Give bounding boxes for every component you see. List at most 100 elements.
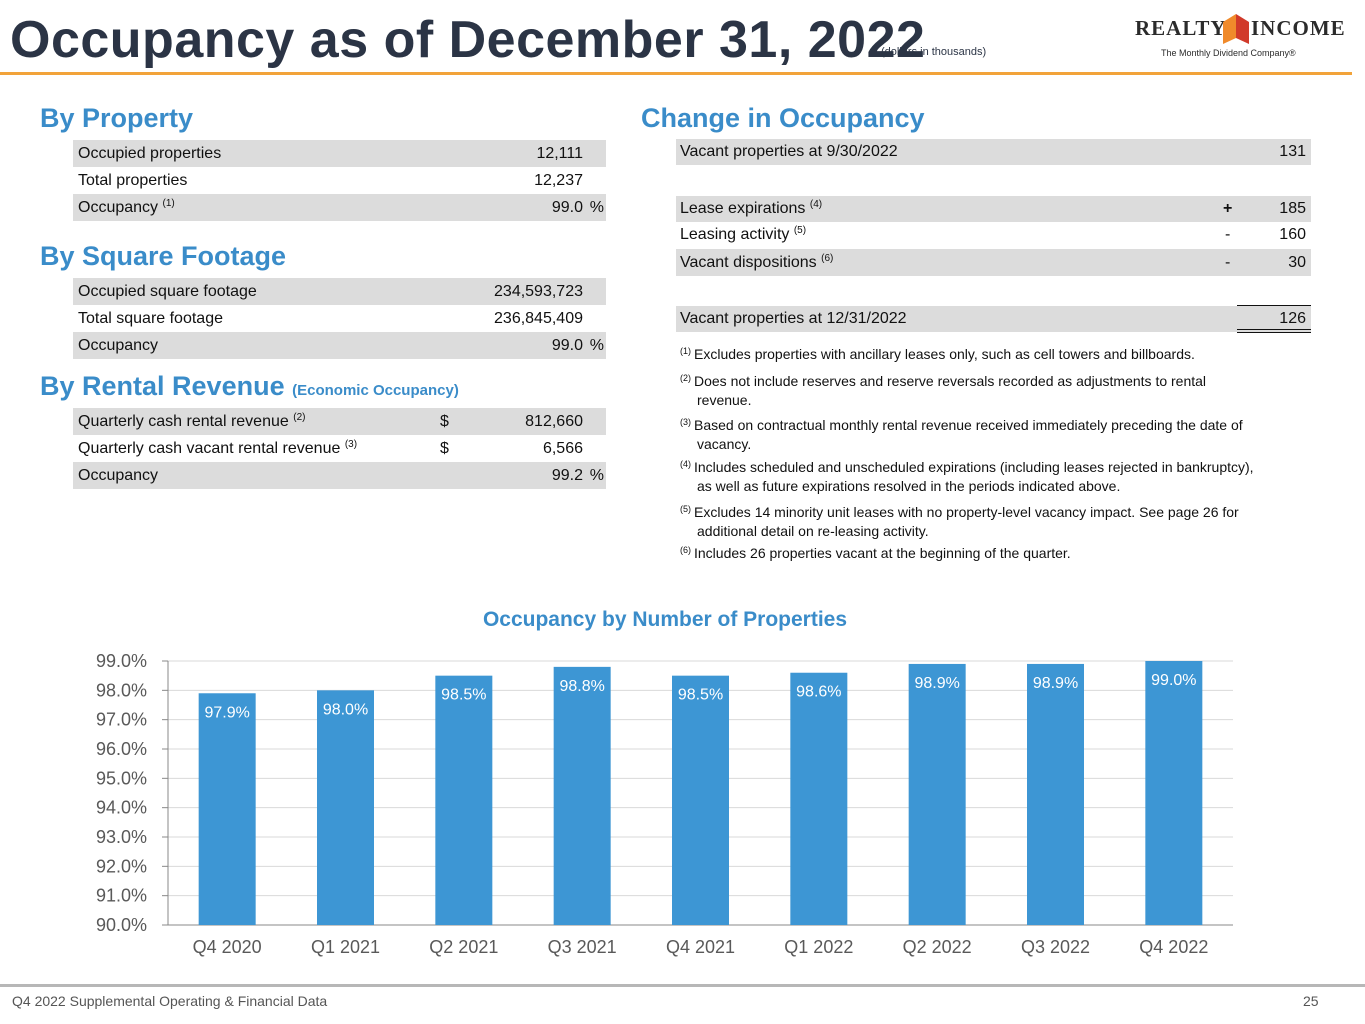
- row-sign: -: [1225, 254, 1231, 271]
- row-label: Occupancy: [78, 337, 159, 354]
- row-value: 12,237: [534, 172, 583, 189]
- bar-data-label: 98.8%: [559, 678, 604, 695]
- table-row: Leasing activity (5) - 160: [676, 222, 1311, 248]
- bar: [553, 666, 611, 925]
- footer-report-name: Q4 2022 Supplemental Operating & Financi…: [12, 993, 328, 1009]
- row-label: Quarterly cash vacant rental revenue (3): [78, 439, 358, 457]
- row-value: 234,593,723: [494, 283, 583, 300]
- y-tick-label: 96.0%: [96, 739, 147, 759]
- bar-data-label: 98.6%: [796, 684, 841, 701]
- footnote-1: (1) Excludes properties with ancillary le…: [680, 346, 1195, 362]
- x-tick-label: Q4 2020: [193, 937, 262, 957]
- footnote-4: (4) Includes scheduled and unscheduled ex…: [680, 459, 1254, 494]
- y-tick-label: 90.0%: [96, 915, 147, 935]
- total-double-rule-1: [1237, 329, 1311, 330]
- row-label: Vacant dispositions (6): [680, 253, 834, 271]
- footnote-ref: (5): [793, 225, 807, 236]
- logo-text-left: REALTY: [1135, 16, 1227, 40]
- row-value: 99.2: [551, 467, 583, 484]
- y-tick-label: 97.0%: [96, 710, 147, 730]
- bar-data-label: 98.9%: [914, 675, 959, 692]
- change-in-occupancy-heading: Change in Occupancy: [641, 103, 925, 133]
- y-tick-label: 94.0%: [96, 798, 147, 818]
- logo-house-icon: [1223, 14, 1249, 44]
- row-label: Total square footage: [78, 310, 223, 327]
- occupancy-bar-chart: 90.0% 91.0% 92.0% 93.0% 94.0% 95.0% 96.0% 97.0%…: [96, 651, 1233, 957]
- bar: [790, 672, 848, 925]
- logo-text-right: INCOME: [1251, 16, 1346, 40]
- row-value: 99.0: [551, 337, 583, 354]
- row-label: Occupied properties: [78, 145, 222, 162]
- company-logo: REALTY INCOME The Monthly Dividend Compa…: [1135, 14, 1345, 62]
- x-tick-label: Q4 2022: [1139, 937, 1208, 957]
- row-sign: +: [1223, 200, 1233, 217]
- row-value: 812,660: [525, 413, 583, 430]
- table-row: Vacant properties at 9/30/2022 131: [676, 139, 1311, 165]
- table-row: Occupancy 99.0 %: [73, 332, 606, 359]
- x-tick-label: Q3 2022: [1021, 937, 1090, 957]
- total-double-rule-2: [1237, 332, 1311, 333]
- bar-data-label: 98.9%: [1033, 675, 1078, 692]
- table-row: Vacant properties at 12/31/2022 126: [676, 306, 1311, 332]
- bar: [435, 675, 493, 925]
- x-tick-label: Q4 2021: [666, 937, 735, 957]
- row-label: Vacant properties at 12/31/2022: [680, 310, 907, 327]
- y-tick-label: 93.0%: [96, 827, 147, 847]
- bar: [908, 663, 966, 925]
- row-label: Quarterly cash rental revenue (2): [78, 412, 306, 430]
- footnote-ref: (6): [821, 253, 834, 264]
- table-row: Vacant dispositions (6) - 30: [676, 249, 1311, 276]
- footnote-ref: (4): [809, 199, 823, 210]
- by-rental-revenue-heading: By Rental Revenue (Economic Occupancy): [40, 371, 459, 402]
- row-value: 30: [1288, 254, 1306, 271]
- row-unit: %: [589, 337, 604, 354]
- footer-divider: [0, 984, 1365, 987]
- bar-data-label: 98.5%: [441, 687, 486, 704]
- table-row: Occupancy 99.2 %: [73, 462, 606, 489]
- bar: [1145, 661, 1203, 925]
- row-value: 99.0: [551, 199, 583, 216]
- table-row: Occupied square footage 234,593,723: [73, 278, 606, 305]
- footnote-ref: (3): [344, 439, 358, 450]
- row-label: Leasing activity (5): [680, 225, 807, 243]
- table-row: Occupancy (1) 99.0 %: [73, 194, 606, 221]
- footnote-ref: (1): [162, 198, 175, 209]
- y-tick-label: 95.0%: [96, 768, 147, 788]
- by-square-footage-table: Occupied square footage 234,593,723 Tota…: [73, 278, 606, 359]
- row-currency: $: [440, 440, 449, 457]
- by-rental-revenue-table: Quarterly cash rental revenue (2) $ 812,…: [73, 408, 606, 489]
- footnote-ref: (2): [293, 412, 306, 423]
- bar: [317, 690, 374, 925]
- page-subtitle: (dollars in thousands): [881, 46, 987, 58]
- row-value: 131: [1279, 143, 1306, 160]
- row-unit: %: [589, 467, 604, 484]
- row-value: 126: [1279, 310, 1306, 327]
- footnote-2: (2) Does not include reserves and reserve…: [680, 373, 1207, 408]
- row-label: Occupancy: [78, 467, 159, 484]
- by-property-table: Occupied properties 12,111 Total propert…: [73, 140, 606, 221]
- total-top-rule: [1237, 305, 1311, 306]
- row-label: Lease expirations (4): [680, 199, 823, 217]
- page-title: Occupancy as of December 31, 2022: [10, 11, 926, 69]
- bar: [1027, 663, 1084, 925]
- bar-data-label: 97.9%: [204, 704, 249, 721]
- y-tick-label: 98.0%: [96, 680, 147, 700]
- x-tick-label: Q3 2021: [548, 937, 617, 957]
- bar-data-label: 99.0%: [1151, 672, 1196, 689]
- header-divider: [0, 72, 1352, 75]
- table-row: Quarterly cash rental revenue (2) $ 812,…: [73, 408, 606, 435]
- rental-revenue-note: (Economic Occupancy): [292, 382, 459, 399]
- y-tick-label: 99.0%: [96, 651, 147, 671]
- row-value: 12,111: [536, 145, 583, 162]
- table-row: Quarterly cash vacant rental revenue (3)…: [73, 435, 606, 462]
- chart-title: Occupancy by Number of Properties: [482, 608, 848, 631]
- row-label: Total properties: [78, 172, 188, 189]
- x-tick-label: Q1 2021: [311, 937, 380, 957]
- x-tick-label: Q1 2022: [784, 937, 853, 957]
- row-label: Occupancy (1): [78, 198, 175, 216]
- by-square-footage-heading: By Square Footage: [40, 241, 287, 271]
- bar: [198, 693, 256, 925]
- row-currency: $: [440, 413, 449, 430]
- row-unit: %: [589, 199, 604, 216]
- row-value: 6,566: [542, 440, 583, 457]
